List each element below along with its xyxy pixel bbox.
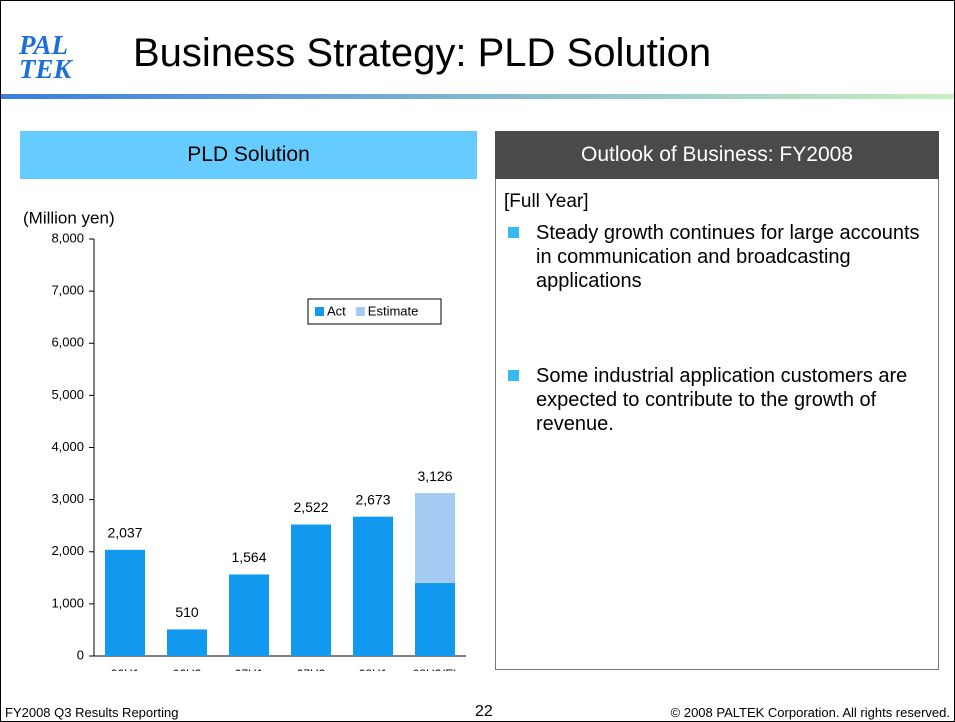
y-axis-label: (Million yen) (23, 208, 115, 227)
subtitle: [Full Year] (504, 191, 589, 212)
value-label: 1,564 (231, 549, 266, 565)
y-tick-label: 8,000 (51, 230, 84, 245)
right-panel-body: [Full Year] Steady growth continues for … (495, 179, 939, 670)
legend-box (307, 298, 442, 325)
legend-label: Estimate (368, 303, 419, 318)
y-tick-label: 2,000 (51, 543, 84, 558)
y-tick-label: 0 (77, 647, 84, 662)
x-tick-label: 06H2 (173, 667, 202, 671)
x-tick-label: 07H2 (297, 667, 326, 671)
value-label: 3,126 (417, 468, 452, 484)
bar (229, 574, 269, 656)
legend-swatch (355, 307, 365, 316)
y-tick-label: 5,000 (51, 387, 84, 402)
title: Business Strategy: PLD Solution (133, 31, 712, 75)
bullet-marker (508, 370, 519, 381)
footer-right: © 2008 PALTEK Corporation. All rights re… (670, 705, 950, 720)
left-panel-header: PLD Solution (20, 131, 477, 179)
bar (105, 549, 145, 656)
chart: (Million yen) 0 1,000 2,000 3,000 4,000 5,000 6… (23, 208, 466, 671)
legend-swatch (315, 307, 324, 316)
x-tick-label: 07H1 (235, 667, 264, 671)
footer-left: FY2008 Q3 Results Reporting (5, 705, 179, 720)
value-label: 2,522 (293, 499, 328, 515)
bar (353, 516, 393, 656)
value-label: 2,037 (107, 525, 142, 541)
value-label: 510 (175, 604, 199, 620)
page-number: 22 (475, 703, 493, 720)
bar (415, 493, 455, 584)
logo: PAL TEK (19, 30, 79, 84)
x-tick-label: 06H1 (111, 667, 140, 671)
bar (167, 629, 207, 656)
logo-line: TEK (19, 54, 72, 84)
x-tick-label: 08H1 (359, 667, 388, 671)
bullet-text: Steady growth continues for large accoun… (536, 222, 920, 292)
x-tick-label: 08H2(E) (413, 667, 458, 671)
y-tick-label: 1,000 (51, 595, 84, 610)
title-rule (1, 94, 954, 99)
right-panel-header: Outlook of Business: FY2008 (495, 131, 939, 179)
y-tick-label: 6,000 (51, 335, 84, 350)
legend-label: Act (327, 303, 346, 318)
logo-line: PAL (19, 30, 68, 60)
bullet-text: Some industrial application customers ar… (536, 365, 908, 435)
bar (415, 583, 455, 656)
y-tick-label: 4,000 (51, 439, 84, 454)
value-label: 2,673 (355, 491, 390, 507)
bullet-marker (508, 227, 519, 238)
bar (291, 524, 331, 656)
y-tick-label: 3,000 (51, 491, 84, 506)
y-tick-label: 7,000 (51, 283, 84, 298)
